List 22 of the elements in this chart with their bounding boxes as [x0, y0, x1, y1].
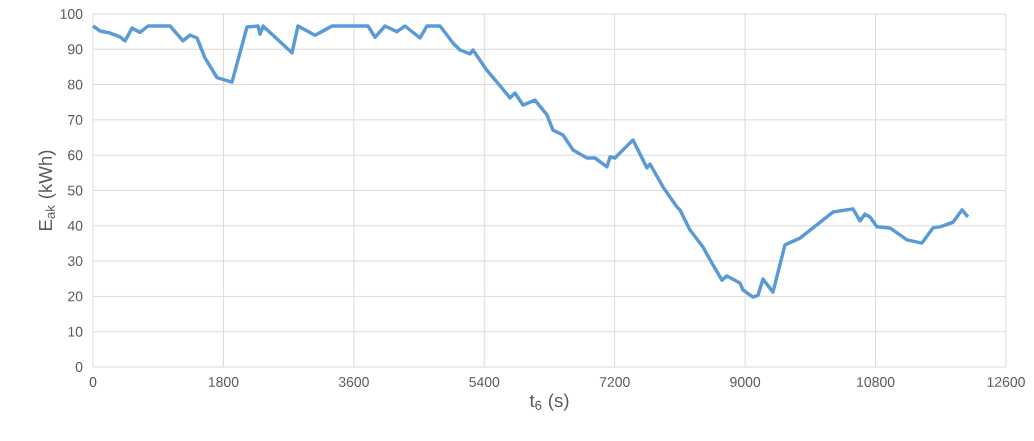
x-axis-title: t$_{6}$ (s) [529, 393, 569, 411]
y-tick-label: 50 [67, 185, 83, 196]
line-series [91, 24, 970, 299]
x-tick-label: 0 [89, 377, 97, 387]
y-tick-label: 30 [67, 256, 83, 267]
x-tick-label: 7200 [599, 377, 630, 387]
y-axis-title: E$_{ak}$ (kWh) [38, 150, 56, 230]
x-tick-label: 10800 [857, 377, 895, 387]
y-tick-label: 40 [67, 220, 83, 231]
x-tick-label: 3600 [338, 377, 369, 387]
y-tick-label: 100 [60, 9, 83, 19]
y-tick-label: 80 [68, 79, 83, 90]
y-tick-label: 60 [68, 150, 83, 161]
y-tick-label: 10 [68, 326, 83, 337]
y-tick-label: 20 [68, 291, 83, 302]
x-tick-label: 12600 [987, 377, 1025, 387]
y-tick-label: 0 [75, 362, 83, 372]
x-tick-label: 5400 [469, 377, 500, 387]
x-tick-label: 9000 [730, 377, 761, 387]
x-tick-label: 1800 [208, 377, 239, 387]
y-tick-label: 70 [68, 114, 83, 125]
y-tick-label: 90 [68, 44, 83, 55]
